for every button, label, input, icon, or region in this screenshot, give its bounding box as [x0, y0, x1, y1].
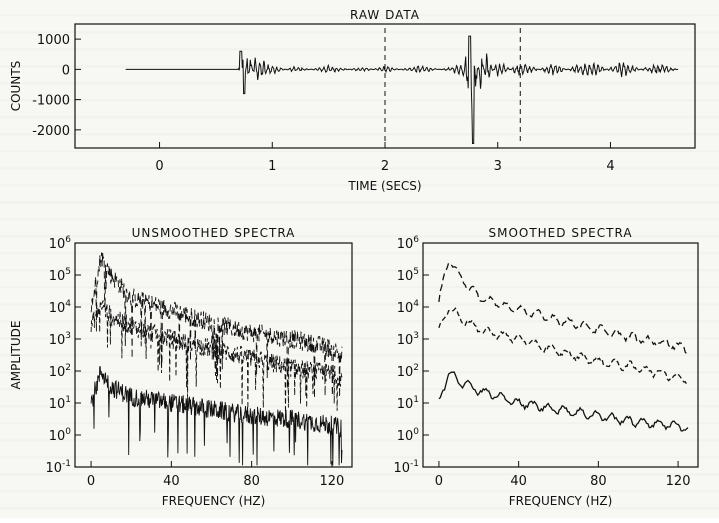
unsmoothed-ytick-label: 103: [49, 331, 71, 348]
unsmoothed-xaxis-label: FREQUENCY (HZ): [162, 494, 266, 508]
unsmoothed-ytick-label: 100: [49, 427, 72, 444]
smoothed-ytick-label: 103: [397, 331, 419, 348]
unsmoothed-xtick-label: 40: [163, 474, 180, 489]
raw-yaxis-label: COUNTS: [9, 61, 23, 112]
smoothed-spectrum-2: [438, 307, 689, 386]
smoothed-ytick-label: 100: [397, 427, 420, 444]
raw-chart-title: RAW DATA: [350, 8, 420, 22]
raw-ytick-label: 1000: [37, 33, 70, 48]
smoothed-xtick-label: 40: [510, 474, 527, 489]
raw-xtick-label: 4: [606, 159, 614, 174]
unsmoothed-ytick-label: 104: [49, 299, 72, 316]
unsmoothed-spectrum-3: [90, 366, 343, 466]
smoothed-ytick-label: 102: [397, 363, 419, 380]
smoothed-ytick-label: 104: [397, 299, 420, 316]
smoothed-xtick-label: 80: [590, 474, 607, 489]
smoothed-spectrum-3: [438, 371, 689, 432]
smoothed-chart-title: SMOOTHED SPECTRA: [488, 226, 632, 240]
raw-xtick-label: 0: [155, 159, 163, 174]
unsmoothed-spectrum-1: [90, 252, 343, 399]
unsmoothed-spectrum-2: [90, 300, 343, 417]
raw-ytick-label: -1000: [32, 94, 70, 109]
smoothed-ytick-label: 105: [397, 267, 419, 284]
unsmoothed-ytick-label: 10-1: [45, 459, 71, 476]
smoothed-xtick-label: 0: [435, 474, 443, 489]
unsmoothed-ytick-label: 101: [49, 395, 71, 412]
raw-waveform: [125, 35, 679, 144]
raw-ytick-label: 0: [62, 63, 70, 78]
unsmoothed-plot-frame: [74, 242, 353, 468]
unsmoothed-ytick-label: 102: [49, 363, 71, 380]
smoothed-plot-frame: [422, 242, 699, 468]
unsmoothed-xtick-label: 80: [243, 474, 260, 489]
smoothed-ytick-label: 106: [397, 235, 420, 252]
smoothed-xaxis-label: FREQUENCY (HZ): [509, 494, 613, 508]
unsmoothed-ytick-label: 105: [49, 267, 71, 284]
smoothed-ytick-label: 10-1: [393, 459, 419, 476]
unsmoothed-yaxis-label: AMPLITUDE: [9, 321, 23, 390]
unsmoothed-xtick-label: 0: [87, 474, 95, 489]
unsmoothed-ytick-label: 106: [49, 235, 72, 252]
raw-xtick-label: 2: [381, 159, 389, 174]
smoothed-spectrum-1: [438, 261, 689, 355]
unsmoothed-xtick-label: 120: [320, 474, 345, 489]
raw-xtick-label: 3: [494, 159, 502, 174]
smoothed-ytick-label: 101: [397, 395, 419, 412]
raw-ytick-label: -2000: [32, 124, 70, 139]
raw-xaxis-label: TIME (SECS): [347, 179, 421, 193]
unsmoothed-chart-title: UNSMOOTHED SPECTRA: [132, 226, 296, 240]
raw-xtick-label: 1: [268, 159, 276, 174]
smoothed-xtick-label: 120: [666, 474, 691, 489]
